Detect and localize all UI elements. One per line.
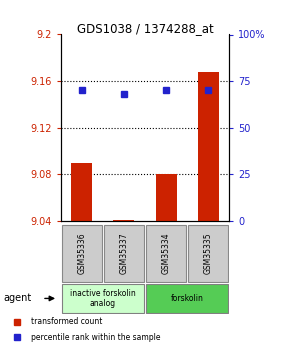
FancyBboxPatch shape [146, 225, 186, 282]
FancyBboxPatch shape [62, 225, 102, 282]
FancyBboxPatch shape [104, 225, 144, 282]
Text: inactive forskolin
analog: inactive forskolin analog [70, 289, 136, 308]
Bar [71, 162, 93, 221]
FancyBboxPatch shape [62, 284, 144, 313]
Text: GDS1038 / 1374288_at: GDS1038 / 1374288_at [77, 22, 213, 36]
Text: GSM35334: GSM35334 [162, 233, 171, 274]
FancyBboxPatch shape [146, 284, 228, 313]
Text: transformed count: transformed count [31, 317, 102, 326]
Text: percentile rank within the sample: percentile rank within the sample [31, 333, 160, 342]
Text: GSM35337: GSM35337 [119, 233, 128, 274]
Bar [197, 72, 219, 221]
Text: agent: agent [3, 294, 31, 303]
Text: forskolin: forskolin [171, 294, 204, 303]
FancyBboxPatch shape [188, 225, 228, 282]
Bar [113, 220, 135, 221]
Text: GSM35336: GSM35336 [77, 233, 86, 274]
Text: GSM35335: GSM35335 [204, 233, 213, 274]
Bar [155, 174, 177, 221]
